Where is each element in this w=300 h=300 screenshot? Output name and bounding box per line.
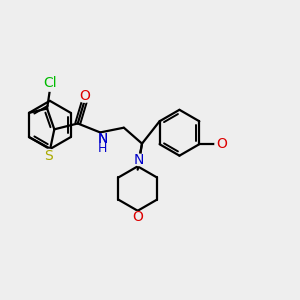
Ellipse shape [77,90,92,102]
Ellipse shape [40,149,57,163]
Ellipse shape [96,134,109,144]
Ellipse shape [132,154,146,166]
Text: O: O [79,89,90,103]
Ellipse shape [40,75,61,91]
Text: N: N [97,132,108,146]
Ellipse shape [97,144,108,153]
Text: N: N [97,132,108,146]
Ellipse shape [215,139,229,150]
Text: H: H [98,142,107,155]
Text: Cl: Cl [44,76,57,90]
Text: O: O [132,210,143,224]
Text: O: O [217,137,227,151]
Ellipse shape [130,212,145,223]
Text: N: N [134,153,144,167]
Text: S: S [44,149,53,163]
